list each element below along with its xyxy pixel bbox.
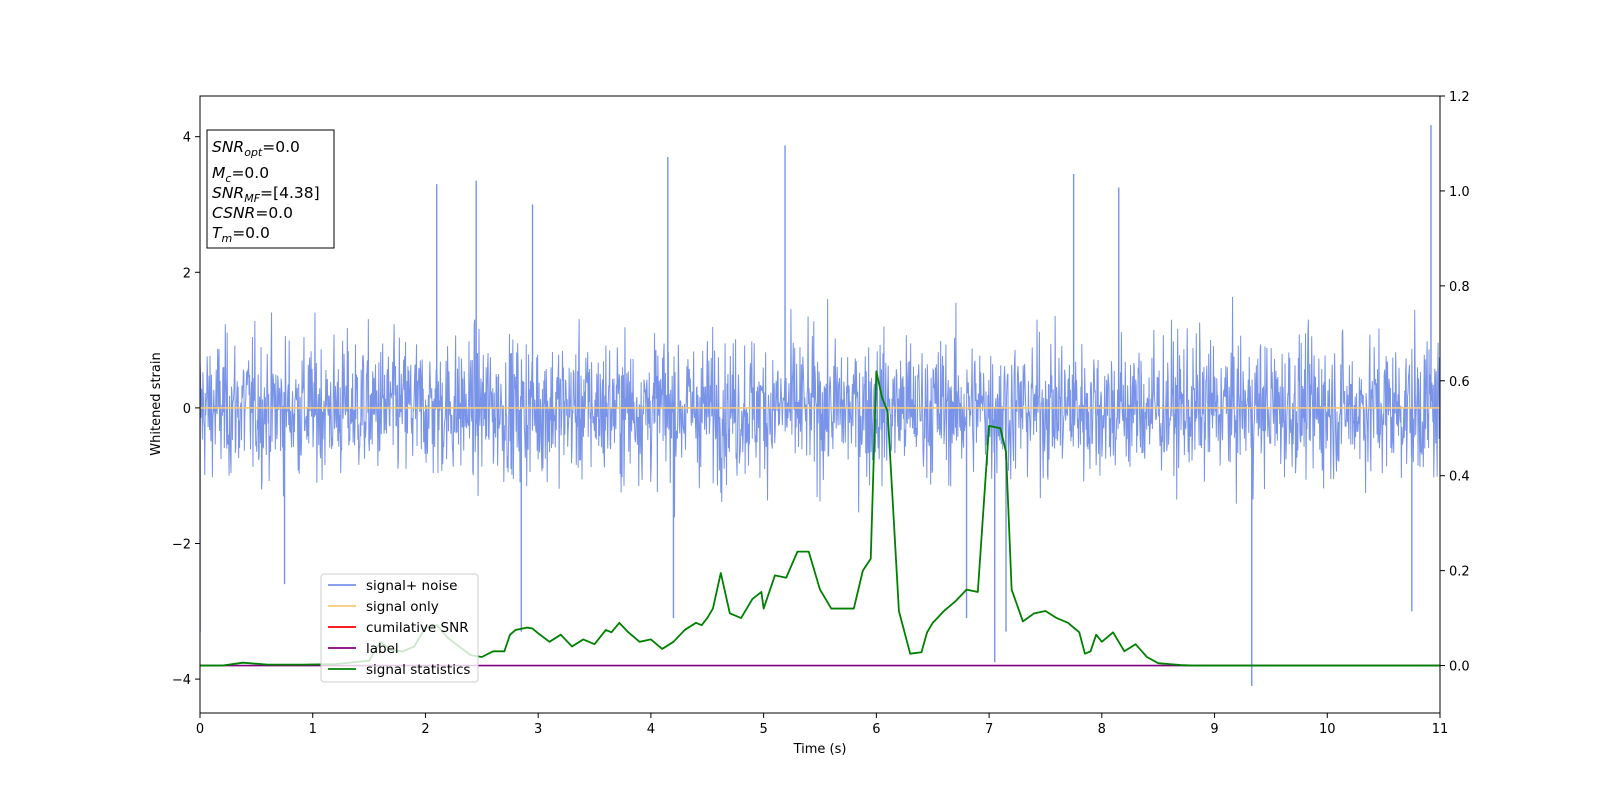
legend-label-signal-statistics: signal statistics: [366, 662, 470, 678]
annotation-snr-mf: SNRMF=[4.38]: [212, 184, 320, 205]
y-right-tick-label: 0.4: [1449, 470, 1470, 485]
x-tick-label: 0: [196, 722, 204, 737]
y-axis-left: −4 −2 0 2 4: [172, 131, 200, 688]
plot-frame: [199, 95, 1441, 714]
y-left-tick-label: −2: [172, 537, 191, 552]
y-left-tick-label: 0: [183, 402, 191, 417]
legend-frame: [320, 573, 479, 683]
x-tick-label: 10: [1319, 722, 1336, 737]
y-left-tick-label: 4: [183, 131, 191, 146]
y-right-tick-label: 0.6: [1449, 375, 1470, 390]
x-tick-label: 8: [1098, 722, 1106, 737]
y-axis-label: Whitened strain: [149, 352, 164, 455]
y-left-tick-label: 2: [183, 266, 191, 281]
series-spikes-signal-noise: [200, 125, 1432, 686]
annotation-mc: Mc=0.0: [212, 164, 269, 185]
x-tick-label: 11: [1432, 722, 1449, 737]
y-right-tick-label: 0.8: [1449, 280, 1470, 295]
y-left-tick-label: −4: [172, 673, 191, 688]
legend-item-signal-statistics: signal statistics: [328, 662, 470, 678]
plot-area: [200, 125, 1440, 686]
x-tick-label: 5: [759, 722, 767, 737]
legend: signal+ noise signal only cumilative SNR…: [320, 573, 479, 683]
annotation-box-frame: [206, 129, 335, 249]
x-tick-label: 7: [985, 722, 993, 737]
legend-label-signal-only: signal only: [366, 599, 439, 615]
legend-item-label: label: [328, 641, 399, 657]
x-tick-label: 3: [534, 722, 542, 737]
legend-label-label: label: [366, 641, 399, 657]
annotation-box: SNRopt=0.0 Mc=0.0 SNRMF=[4.38] CSNR=0.0 …: [206, 129, 335, 249]
series-line-signal-noise: [200, 296, 1440, 518]
x-axis: 0 1 2 3 4 5 6 7 8 9 10 11: [196, 713, 1448, 737]
y-axis-right: 0.0 0.2 0.4 0.6 0.8 1.0 1.2: [1440, 90, 1470, 675]
x-axis-label: Time (s): [793, 742, 847, 757]
legend-item-cumilative-snr: cumilative SNR: [328, 620, 469, 636]
x-tick-label: 4: [647, 722, 655, 737]
x-tick-label: 1: [309, 722, 317, 737]
legend-item-signal-only: signal only: [328, 599, 439, 615]
x-tick-label: 6: [872, 722, 880, 737]
annotation-snr-opt: SNRopt=0.0: [212, 138, 300, 159]
y-right-tick-label: 0.2: [1449, 565, 1470, 580]
y-right-tick-label: 0.0: [1449, 660, 1470, 675]
y-right-tick-label: 1.2: [1449, 90, 1470, 105]
x-tick-label: 2: [421, 722, 429, 737]
legend-label-cumilative-snr: cumilative SNR: [366, 620, 469, 636]
annotation-tm: Tm=0.0: [212, 224, 270, 245]
legend-label-signal-noise: signal+ noise: [366, 578, 457, 594]
annotation-csnr: CSNR=0.0: [212, 204, 293, 222]
legend-item-signal-noise: signal+ noise: [328, 578, 457, 594]
y-right-tick-label: 1.0: [1449, 185, 1470, 200]
x-tick-label: 9: [1210, 722, 1218, 737]
